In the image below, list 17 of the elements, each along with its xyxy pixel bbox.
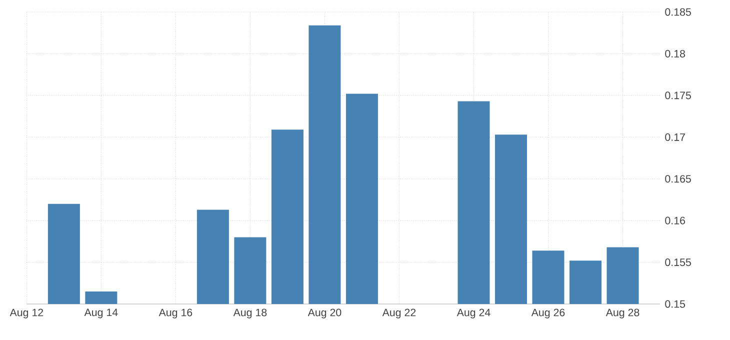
- y-tick-label: 0.175: [665, 92, 691, 100]
- x-tick-label: Aug 22: [382, 308, 416, 318]
- y-tick-label: 0.18: [665, 50, 685, 58]
- x-tick-label: Aug 24: [456, 308, 490, 318]
- x-tick-label: Aug 26: [531, 308, 565, 318]
- y-tick-label: 0.17: [665, 133, 685, 141]
- y-tick-label: 0.155: [665, 258, 691, 266]
- x-tick-label: Aug 16: [158, 308, 192, 318]
- y-tick-label: 0.185: [665, 8, 691, 16]
- x-tick-label: Aug 12: [10, 308, 44, 318]
- x-tick-label: Aug 18: [233, 308, 267, 318]
- x-tick-label: Aug 14: [84, 308, 118, 318]
- x-tick-label: Aug 20: [308, 308, 342, 318]
- x-tick-label: Aug 28: [606, 308, 640, 318]
- y-tick-label: 0.15: [665, 300, 686, 308]
- y-tick-label: 0.16: [665, 216, 685, 224]
- y-tick-label: 0.165: [665, 175, 691, 183]
